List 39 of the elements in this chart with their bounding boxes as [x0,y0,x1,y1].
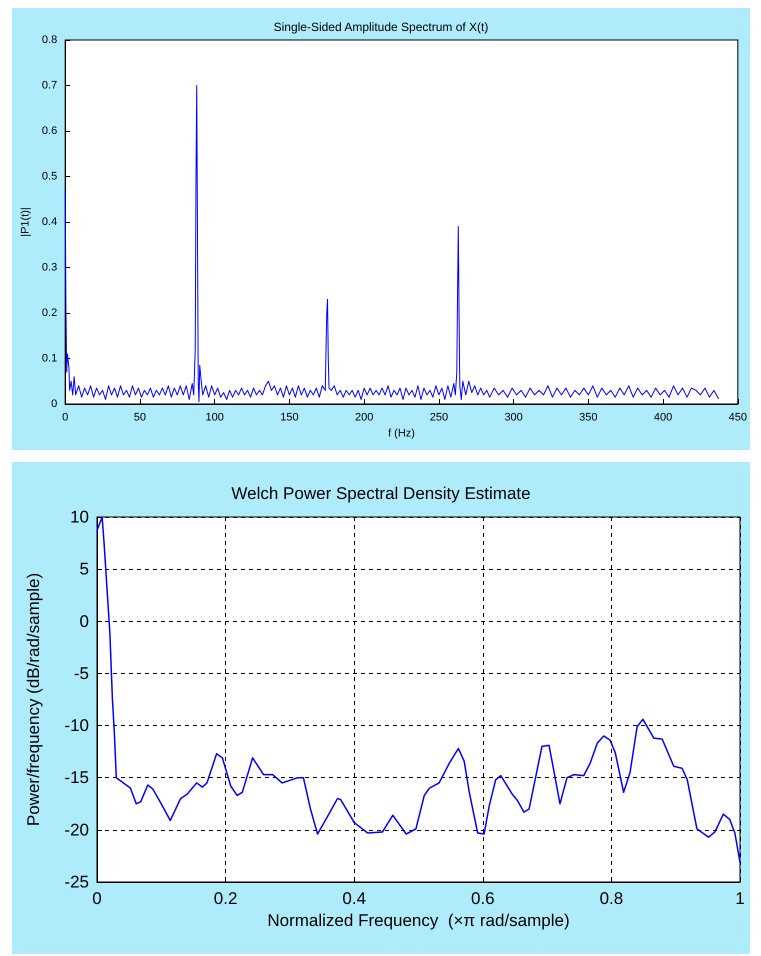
x-tick-label: 0.2 [214,889,238,908]
y-tick-label: -10 [64,716,89,736]
x-tick-label: 300 [504,412,523,424]
y-tick-label: 0.3 [42,262,58,274]
y-tick-label: 10 [70,508,89,526]
x-tick-label: 50 [134,412,146,424]
x-axis-title: f (Hz) [388,427,415,440]
x-tick-label: 450 [728,412,748,424]
x-tick-label: 100 [205,412,224,424]
x-tick-label: 0.6 [470,889,495,908]
y-tick-label: -20 [64,820,89,840]
chart-title: Welch Power Spectral Density Estimate [231,484,531,503]
x-tick-label: 250 [430,412,448,424]
y-axis-title: |P1(t)| [20,207,32,237]
x-tick-label: 0.8 [600,889,624,908]
x-tick-label: 0 [92,889,102,908]
x-tick-label: 400 [654,412,672,424]
y-tick-label: 0.8 [42,34,58,46]
y-tick-label: -15 [64,768,89,788]
x-tick-label: 150 [280,412,299,424]
line-series [64,85,719,402]
y-tick-label: 0.1 [42,352,58,364]
y-tick-label: 0 [51,398,58,410]
y-tick-label: 5 [80,560,89,579]
x-tick-label: 200 [354,412,374,424]
y-tick-label: 0.5 [42,170,58,182]
x-tick-label: 1 [735,889,745,908]
y-tick-label: 0.2 [42,307,58,319]
x-tick-label: 350 [579,412,598,424]
y-tick-label: 0.7 [42,80,58,92]
y-tick-label: -5 [74,664,89,683]
y-axis-title: Power/frequency (dB/rad/sample) [24,572,43,826]
x-tick-label: 0.4 [342,889,366,908]
y-tick-label: 0 [80,612,89,631]
chart-title: Single-Sided Amplitude Spectrum of X(t) [274,20,488,34]
y-tick-label: 0.4 [42,216,58,228]
x-axis-title: Normalized Frequency (×π rad/sample) [267,911,570,930]
y-tick-label: -25 [64,872,89,892]
y-tick-label: 0.6 [42,125,58,137]
